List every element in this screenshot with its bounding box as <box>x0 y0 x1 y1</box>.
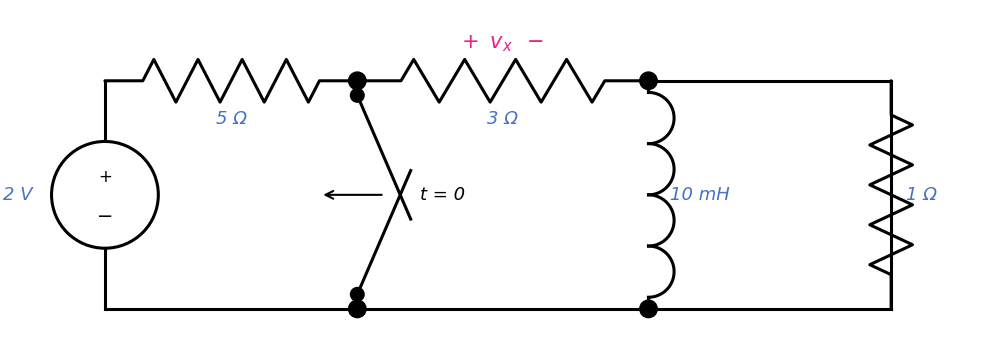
Text: 5 Ω: 5 Ω <box>216 110 247 128</box>
Text: 3 Ω: 3 Ω <box>488 110 518 128</box>
Circle shape <box>351 89 364 102</box>
Circle shape <box>349 72 366 90</box>
Text: +: + <box>98 169 112 186</box>
Text: 2 V: 2 V <box>3 186 32 204</box>
Text: $+\;\;v_x\;\;-$: $+\;\;v_x\;\;-$ <box>462 33 544 54</box>
Text: −: − <box>97 207 113 226</box>
Text: 10 mH: 10 mH <box>670 186 729 204</box>
Text: t = 0: t = 0 <box>420 186 466 204</box>
Circle shape <box>349 300 366 318</box>
Text: 1 Ω: 1 Ω <box>906 186 936 204</box>
Circle shape <box>640 300 657 318</box>
Circle shape <box>640 72 657 90</box>
Circle shape <box>351 288 364 301</box>
